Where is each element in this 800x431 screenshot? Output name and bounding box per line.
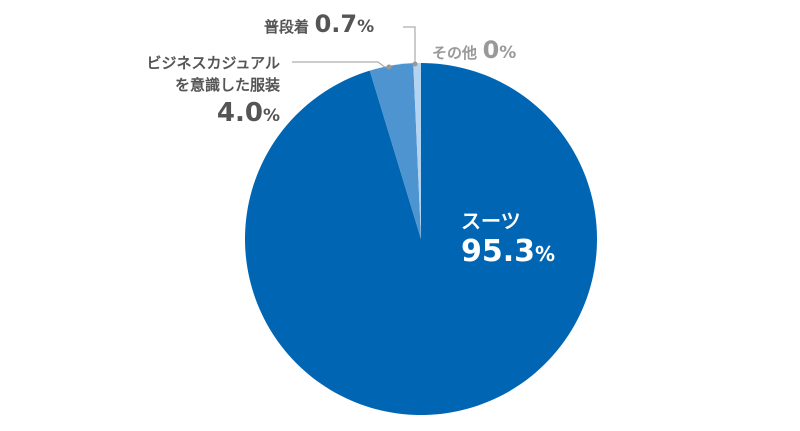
label-business-casual-line2: を意識した服装 xyxy=(174,76,280,94)
label-suit-name: スーツ xyxy=(461,209,521,233)
leader-dot-casual xyxy=(386,64,392,70)
leader-line-normal xyxy=(403,26,416,64)
leader-line-casual xyxy=(292,61,387,69)
label-suit: スーツ 95.3% xyxy=(461,208,555,270)
leader-dot-normal xyxy=(412,61,418,67)
pie-slice xyxy=(413,63,421,239)
pie-slices xyxy=(244,63,597,416)
pie-slice xyxy=(244,63,597,416)
leader-lines xyxy=(292,26,418,70)
percent-sign: % xyxy=(357,17,375,37)
percent-sign: % xyxy=(262,106,280,126)
label-other-name: その他 xyxy=(432,44,478,62)
label-business-casual-line1: ビジネスカジュアル xyxy=(146,54,280,72)
pie-slice xyxy=(369,63,421,240)
label-business-casual-value: 4.0 xyxy=(216,98,263,128)
label-business-casual: ビジネスカジュアル を意識した服装 4.0% xyxy=(146,52,280,130)
label-everyday-wear-value: 0.7 xyxy=(314,10,358,38)
percent-sign: % xyxy=(535,242,556,266)
label-other-value: 0 xyxy=(482,36,500,64)
label-other: その他 0% xyxy=(432,36,516,64)
percent-sign: % xyxy=(499,43,517,63)
label-everyday-wear: 普段着 0.7% xyxy=(264,10,374,38)
label-suit-value: 95.3 xyxy=(461,234,536,269)
label-everyday-wear-name: 普段着 xyxy=(264,18,310,36)
